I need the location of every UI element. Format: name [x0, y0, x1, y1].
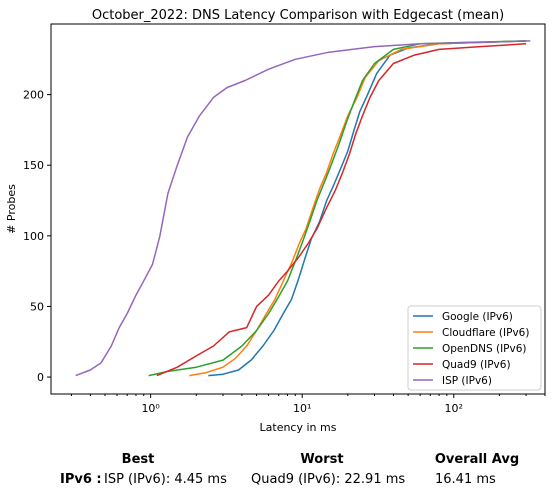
- y-tick-label: 150: [23, 159, 44, 172]
- stats-panel: Best Worst Overall Avg IPv6 : ISP (IPv6)…: [0, 448, 555, 494]
- x-tick-label: 10¹: [293, 402, 311, 415]
- legend-label: OpenDNS (IPv6): [442, 343, 527, 355]
- y-axis-label: # Probes: [5, 184, 18, 234]
- y-tick-label: 0: [37, 371, 44, 384]
- avg-header: Overall Avg: [427, 452, 527, 467]
- best-value: ISP (IPv6): 4.45 ms: [104, 472, 227, 487]
- x-axis-label: Latency in ms: [260, 421, 337, 434]
- protocol-label: IPv6 :: [60, 472, 102, 487]
- legend-label: Quad9 (IPv6): [442, 359, 511, 371]
- y-tick-label: 50: [30, 300, 44, 313]
- y-tick-label: 100: [23, 230, 44, 243]
- chart-title: October_2022: DNS Latency Comparison wit…: [92, 8, 504, 23]
- y-tick-label: 200: [23, 89, 44, 102]
- x-tick-label: 10²: [445, 402, 463, 415]
- legend-label: Cloudflare (IPv6): [442, 327, 529, 339]
- worst-value: Quad9 (IPv6): 22.91 ms: [251, 472, 405, 487]
- legend-label: Google (IPv6): [442, 311, 513, 323]
- x-tick-label: 10⁰: [141, 402, 160, 415]
- worst-header: Worst: [280, 452, 364, 467]
- legend: Google (IPv6) Cloudflare (IPv6) OpenDNS (I…: [408, 306, 541, 390]
- best-header: Best: [100, 452, 176, 467]
- legend-label: ISP (IPv6): [442, 375, 492, 387]
- chart: October_2022: DNS Latency Comparison wit…: [0, 0, 555, 448]
- avg-value: 16.41 ms: [435, 472, 496, 487]
